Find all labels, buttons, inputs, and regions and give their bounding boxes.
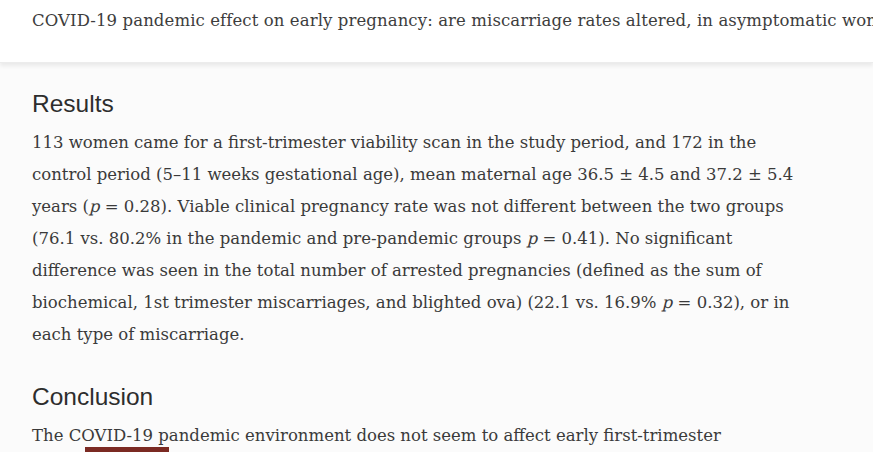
abstract-content: Results 113 women came for a first-trime… [0, 63, 873, 452]
section-heading-results: Results [32, 87, 817, 120]
section-heading-conclusion: Conclusion [32, 380, 817, 413]
article-title-header: COVID-19 pandemic effect on early pregna… [0, 0, 873, 63]
results-paragraph: 113 women came for a first-trimester via… [32, 127, 817, 351]
page-title: COVID-19 pandemic effect on early pregna… [32, 11, 841, 30]
conclusion-paragraph: The COVID-19 pandemic environment does n… [32, 420, 817, 452]
